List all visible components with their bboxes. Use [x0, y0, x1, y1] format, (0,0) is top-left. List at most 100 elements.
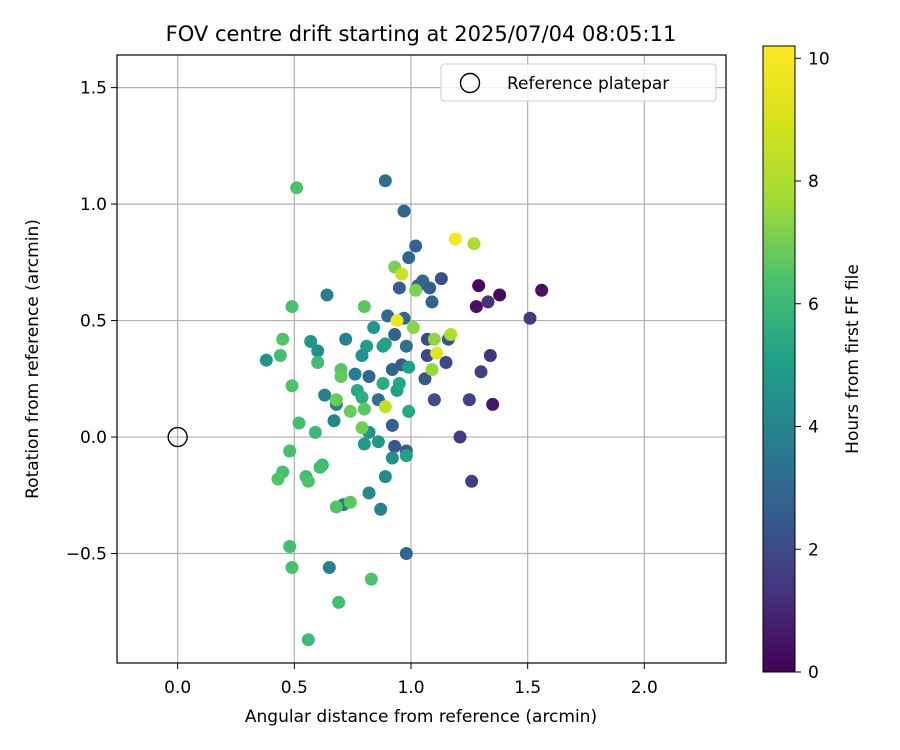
y-tick-label: 1.5	[80, 79, 107, 99]
data-point	[283, 540, 297, 554]
data-point	[364, 572, 378, 586]
data-point	[399, 449, 413, 463]
y-tick-label: 1.0	[80, 195, 107, 215]
data-point	[427, 332, 441, 346]
data-point	[311, 344, 325, 358]
data-point	[320, 288, 334, 302]
data-point	[378, 470, 392, 484]
data-point	[329, 393, 343, 407]
data-point	[290, 181, 304, 195]
data-point	[409, 239, 423, 253]
data-point	[273, 349, 287, 363]
data-point	[285, 560, 299, 574]
data-point	[332, 595, 346, 609]
data-point	[418, 372, 432, 386]
data-point	[313, 460, 327, 474]
chart-title: FOV centre drift starting at 2025/07/04 …	[166, 22, 677, 46]
data-point	[392, 281, 406, 295]
data-point	[357, 402, 371, 416]
data-point	[385, 418, 399, 432]
x-axis-ticks: 0.0 0.5 1.0 1.5 2.0	[164, 663, 658, 698]
data-point	[406, 321, 420, 335]
data-point	[467, 237, 481, 251]
data-point	[427, 393, 441, 407]
data-point	[343, 495, 357, 509]
data-point	[385, 451, 399, 465]
data-point	[304, 335, 318, 349]
data-point	[378, 400, 392, 414]
data-point	[343, 404, 357, 418]
colorbar: 0 2 4 6 8 10 Hours from first FF file	[762, 45, 863, 683]
data-point	[469, 300, 483, 314]
data-point	[283, 444, 297, 458]
data-point	[425, 362, 439, 376]
data-point	[355, 421, 369, 435]
data-point	[271, 472, 285, 486]
data-point	[376, 376, 390, 390]
y-tick-label: −0.5	[66, 545, 107, 565]
legend-marker-reference	[459, 72, 481, 94]
data-point	[357, 300, 371, 314]
data-point	[444, 328, 458, 342]
data-point	[285, 300, 299, 314]
y-tick-label: 0.5	[80, 312, 107, 332]
data-point	[399, 547, 413, 561]
data-point	[259, 353, 273, 367]
data-point	[311, 355, 325, 369]
data-point	[329, 500, 343, 514]
colorbar-gradient	[762, 45, 796, 673]
colorbar-label: Hours from first FF file	[843, 264, 863, 454]
data-point	[402, 404, 416, 418]
data-point	[388, 439, 402, 453]
data-point	[453, 430, 467, 444]
x-tick-label: 1.0	[397, 678, 424, 698]
data-point	[395, 267, 409, 281]
data-point	[523, 311, 537, 325]
data-point	[402, 360, 416, 374]
data-point	[276, 332, 290, 346]
x-tick-label: 0.0	[164, 678, 191, 698]
data-point	[327, 414, 341, 428]
data-point	[357, 437, 371, 451]
legend: Reference platepar	[440, 63, 717, 102]
data-points	[259, 174, 549, 647]
data-point	[385, 362, 399, 376]
data-point	[430, 346, 444, 360]
x-tick-label: 0.5	[281, 678, 308, 698]
data-point	[362, 486, 376, 500]
grid	[117, 55, 726, 663]
data-point	[390, 314, 404, 328]
data-point	[318, 388, 332, 402]
data-point	[374, 502, 388, 516]
x-tick-label: 1.5	[514, 678, 541, 698]
data-point	[388, 328, 402, 342]
plot-frame	[116, 54, 727, 664]
data-point	[301, 474, 315, 488]
data-point	[402, 251, 416, 265]
data-point	[348, 367, 362, 381]
x-axis-label: Angular distance from reference (arcmin)	[245, 707, 597, 727]
y-axis-label: Rotation from reference (arcmin)	[23, 219, 43, 499]
data-point	[462, 393, 476, 407]
data-point	[486, 397, 500, 411]
x-tick-label: 2.0	[631, 678, 658, 698]
data-point	[334, 369, 348, 383]
y-axis-ticks: −0.5 0.0 0.5 1.0 1.5	[66, 79, 117, 565]
reference-layer	[167, 426, 188, 448]
data-point	[285, 379, 299, 393]
colorbar-tick-label: 0	[808, 663, 819, 683]
colorbar-ticks: 0 2 4 6 8 10	[795, 49, 830, 683]
legend-box	[440, 63, 717, 102]
data-point	[362, 369, 376, 383]
legend-label-reference: Reference platepar	[507, 74, 669, 94]
data-point	[378, 174, 392, 188]
data-point	[308, 425, 322, 439]
data-point	[322, 560, 336, 574]
colorbar-tick-label: 4	[808, 418, 819, 438]
data-point	[481, 295, 495, 309]
data-point	[355, 390, 369, 404]
data-point	[409, 283, 423, 297]
data-point	[397, 204, 411, 218]
data-point	[535, 283, 549, 297]
